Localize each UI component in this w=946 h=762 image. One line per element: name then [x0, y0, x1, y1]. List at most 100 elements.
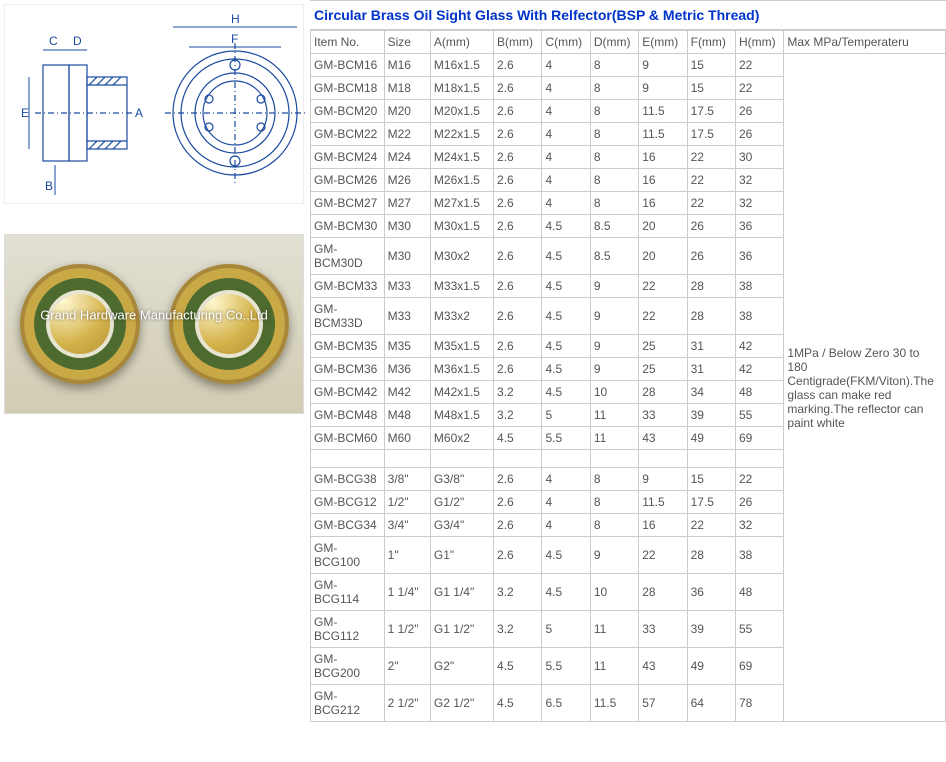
table-cell: 3.2 — [494, 574, 542, 611]
table-cell: G1" — [430, 537, 493, 574]
table-cell: 11 — [590, 611, 638, 648]
table-cell: 9 — [639, 468, 687, 491]
label-e: E — [21, 106, 29, 120]
table-cell: 17.5 — [687, 123, 735, 146]
table-cell: 2.6 — [494, 215, 542, 238]
table-cell: GM-BCG212 — [311, 685, 385, 722]
table-cell: 1/2" — [384, 491, 430, 514]
table-cell: GM-BCM35 — [311, 335, 385, 358]
photo-watermark: Grand Hardware Manufacturing Co.,Ltd — [40, 308, 268, 323]
spacer-cell — [430, 450, 493, 468]
table-cell: 2.6 — [494, 54, 542, 77]
table-cell: 8 — [590, 54, 638, 77]
table-cell: 22 — [687, 514, 735, 537]
table-cell: 5 — [542, 611, 590, 648]
table-cell: 33 — [639, 404, 687, 427]
table-cell: M33 — [384, 275, 430, 298]
table-cell: 9 — [590, 275, 638, 298]
table-cell: 28 — [639, 381, 687, 404]
table-cell: 15 — [687, 468, 735, 491]
table-cell: 8 — [590, 77, 638, 100]
table-cell: 9 — [590, 335, 638, 358]
table-cell: 38 — [736, 537, 784, 574]
note-cell: 1MPa / Below Zero 30 to 180 Centigrade(F… — [784, 54, 946, 722]
table-cell: 3/4" — [384, 514, 430, 537]
table-cell: 28 — [639, 574, 687, 611]
table-cell: G1/2" — [430, 491, 493, 514]
table-cell: M36 — [384, 358, 430, 381]
col-note: Max MPa/Temperateru — [784, 31, 946, 54]
table-cell: 4.5 — [542, 215, 590, 238]
table-cell: 22 — [736, 468, 784, 491]
table-cell: 2.6 — [494, 358, 542, 381]
table-cell: 16 — [639, 169, 687, 192]
table-cell: 11.5 — [639, 100, 687, 123]
table-cell: M24 — [384, 146, 430, 169]
table-cell: 11.5 — [590, 685, 638, 722]
drawing-svg: C D E B A — [5, 5, 305, 205]
table-cell: 10 — [590, 574, 638, 611]
col-e: E(mm) — [639, 31, 687, 54]
table-cell: 3/8" — [384, 468, 430, 491]
label-c: C — [49, 34, 58, 48]
table-cell: 22 — [687, 169, 735, 192]
table-cell: M35x1.5 — [430, 335, 493, 358]
table-cell: 15 — [687, 54, 735, 77]
table-cell: 15 — [687, 77, 735, 100]
table-cell: 11 — [590, 648, 638, 685]
table-cell: 4 — [542, 77, 590, 100]
col-h: H(mm) — [736, 31, 784, 54]
table-cell: 4 — [542, 491, 590, 514]
table-cell: G1 1/4" — [430, 574, 493, 611]
table-cell: M18 — [384, 77, 430, 100]
table-cell: 4 — [542, 54, 590, 77]
table-cell: G3/4" — [430, 514, 493, 537]
table-cell: 4 — [542, 468, 590, 491]
table-cell: M30 — [384, 215, 430, 238]
table-cell: GM-BCM60 — [311, 427, 385, 450]
col-c: C(mm) — [542, 31, 590, 54]
table-cell: 4.5 — [542, 275, 590, 298]
table-cell: GM-BCG34 — [311, 514, 385, 537]
table-cell: 2.6 — [494, 468, 542, 491]
table-cell: 20 — [639, 238, 687, 275]
label-h: H — [231, 12, 240, 26]
table-cell: 64 — [687, 685, 735, 722]
table-cell: 28 — [687, 298, 735, 335]
table-cell: M30 — [384, 238, 430, 275]
table-cell: 2.6 — [494, 537, 542, 574]
table-cell: GM-BCM16 — [311, 54, 385, 77]
table-cell: GM-BCG100 — [311, 537, 385, 574]
table-cell: GM-BCM42 — [311, 381, 385, 404]
table-cell: 2.6 — [494, 169, 542, 192]
table-cell: 22 — [639, 275, 687, 298]
table-cell: M48 — [384, 404, 430, 427]
table-cell: M42x1.5 — [430, 381, 493, 404]
table-cell: 78 — [736, 685, 784, 722]
table-cell: G2 1/2" — [430, 685, 493, 722]
table-cell: 4.5 — [542, 574, 590, 611]
table-cell: G2" — [430, 648, 493, 685]
table-cell: M33x2 — [430, 298, 493, 335]
table-cell: 28 — [687, 275, 735, 298]
table-cell: 8 — [590, 169, 638, 192]
table-cell: 22 — [736, 77, 784, 100]
table-cell: 2.6 — [494, 275, 542, 298]
table-cell: 8 — [590, 123, 638, 146]
table-cell: 39 — [687, 404, 735, 427]
product-photo: Grand Hardware Manufacturing Co.,Ltd — [4, 234, 304, 414]
label-f: F — [231, 32, 238, 46]
table-cell: 42 — [736, 335, 784, 358]
label-d: D — [73, 34, 82, 48]
table-header-row: Item No. Size A(mm) B(mm) C(mm) D(mm) E(… — [311, 31, 946, 54]
table-cell: 33 — [639, 611, 687, 648]
table-cell: 39 — [687, 611, 735, 648]
table-cell: 5 — [542, 404, 590, 427]
table-cell: GM-BCM33 — [311, 275, 385, 298]
table-cell: 2.6 — [494, 491, 542, 514]
table-cell: 26 — [736, 123, 784, 146]
table-cell: 36 — [736, 238, 784, 275]
table-cell: M33x1.5 — [430, 275, 493, 298]
table-cell: M26 — [384, 169, 430, 192]
table-cell: M35 — [384, 335, 430, 358]
